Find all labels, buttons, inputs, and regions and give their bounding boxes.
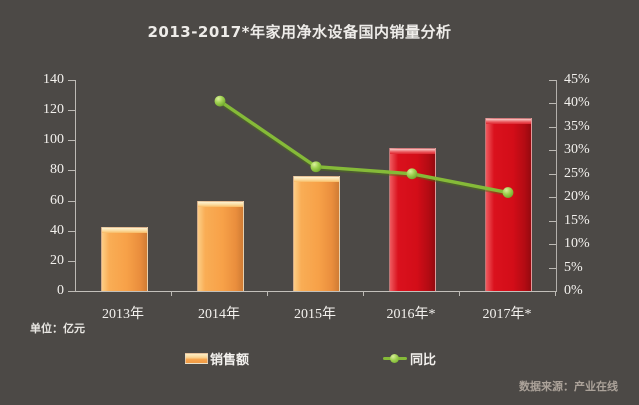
y-right-tick <box>549 220 556 222</box>
y-right-tick <box>549 267 556 269</box>
plot-area <box>75 80 557 292</box>
y-right-tick <box>549 197 556 199</box>
y-right-label-25%: 25% <box>564 165 590 181</box>
y-right-label-15%: 15% <box>564 212 590 228</box>
x-tick <box>459 291 460 296</box>
x-label-2016年*: 2016年* <box>386 307 436 322</box>
y-left-tick <box>68 260 75 262</box>
y-left-label-40: 40 <box>50 222 64 238</box>
y-right-label-10%: 10% <box>564 236 590 252</box>
y-right-tick <box>549 80 556 81</box>
y-right-tick <box>549 126 556 128</box>
sales-legend-swatch-icon <box>185 352 208 364</box>
y-left-label-120: 120 <box>43 102 64 118</box>
y-left-label-0: 0 <box>57 283 64 298</box>
yoy-line-layer <box>214 95 514 198</box>
y-left-label-60: 60 <box>50 192 64 208</box>
yoy-legend-marker-icon <box>383 353 407 363</box>
x-label-2017年*: 2017年* <box>482 307 532 322</box>
y-left-tick <box>68 291 75 292</box>
unit-note: 单位：亿元 <box>30 322 85 335</box>
y-right-tick <box>549 103 556 105</box>
y-right-label-30%: 30% <box>564 142 590 158</box>
source-note: 数据来源：产业在线 <box>519 380 618 393</box>
bar-2014年 <box>196 200 244 291</box>
yoy-point <box>310 161 322 173</box>
y-right-tick <box>549 291 556 292</box>
sales-legend-label: 销售额 <box>210 352 250 368</box>
legend-item-sales: 销售额 <box>185 350 250 368</box>
y-left-label-20: 20 <box>50 252 64 268</box>
x-label-2013年: 2013年 <box>102 307 144 322</box>
y-left-tick <box>68 110 75 112</box>
x-label-2015年: 2015年 <box>294 307 336 322</box>
y-left-label-100: 100 <box>43 132 64 148</box>
y-left-label-80: 80 <box>50 162 64 178</box>
x-label-2014年: 2014年 <box>198 307 240 322</box>
bar-2017年* <box>484 117 532 291</box>
y-left-tick <box>68 230 75 232</box>
x-tick <box>171 291 172 296</box>
y-right-label-0%: 0% <box>564 283 583 298</box>
y-left-tick <box>68 80 75 81</box>
y-right-label-40%: 40% <box>564 95 590 111</box>
x-tick <box>363 291 364 296</box>
y-right-label-35%: 35% <box>564 118 590 134</box>
x-tick <box>555 291 556 296</box>
y-left-tick <box>68 200 75 202</box>
yoy-point <box>502 187 514 198</box>
y-left-tick <box>68 140 75 142</box>
y-left-tick <box>68 170 75 172</box>
chart-title: 2013-2017*年家用净水设备国内销量分析 <box>147 23 452 41</box>
y-right-label-45%: 45% <box>564 72 590 87</box>
y-right-label-20%: 20% <box>564 189 590 205</box>
yoy-point <box>214 95 226 107</box>
bar-2015年 <box>292 176 340 291</box>
y-left-label-140: 140 <box>43 72 64 87</box>
legend-item-yoy: 同比 <box>383 350 437 368</box>
y-right-tick <box>549 173 556 175</box>
x-tick <box>267 291 268 296</box>
yoy-legend-label: 同比 <box>410 352 437 368</box>
bars-layer <box>76 80 556 291</box>
y-right-tick <box>549 150 556 152</box>
y-right-tick <box>549 244 556 246</box>
yoy-point <box>406 168 418 180</box>
y-right-label-5%: 5% <box>564 259 583 275</box>
bar-2013年 <box>100 226 148 291</box>
